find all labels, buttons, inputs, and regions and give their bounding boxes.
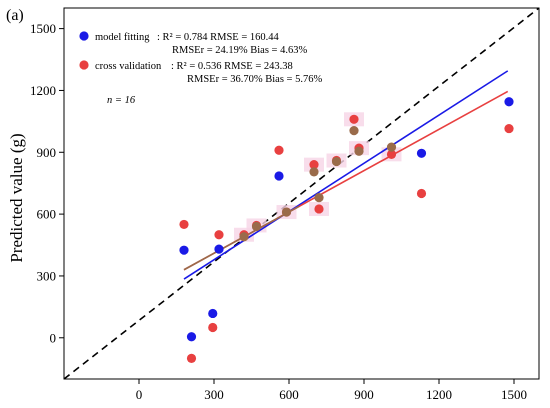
data-point-model bbox=[214, 244, 224, 254]
legend-stats-line1: : R² = 0.536 RMSE = 243.38 bbox=[171, 61, 293, 72]
y-tick-label: 900 bbox=[37, 145, 57, 160]
data-point-overlap bbox=[349, 126, 359, 136]
data-point-model bbox=[274, 171, 284, 181]
legend-stats-line1: : R² = 0.784 RMSE = 160.44 bbox=[157, 32, 280, 43]
x-tick-label: 0 bbox=[136, 387, 143, 402]
data-point-overlap bbox=[251, 221, 262, 232]
data-point-cv bbox=[309, 160, 319, 170]
plot-frame bbox=[63, 7, 540, 380]
data-point-cv bbox=[186, 353, 197, 363]
data-point-cv bbox=[386, 149, 397, 159]
legend-stats-line2: RMSEr = 36.70% Bias = 5.76% bbox=[187, 74, 322, 85]
legend-marker-model bbox=[79, 31, 89, 41]
legend-label-cv: cross validation bbox=[95, 61, 162, 72]
data-point-cv bbox=[179, 219, 189, 230]
data-point-model bbox=[186, 332, 197, 342]
x-tick-label: 900 bbox=[354, 387, 374, 402]
x-tick-label: 300 bbox=[204, 387, 224, 402]
panel-label: (a) bbox=[6, 7, 24, 24]
sample-size-annotation: n = 16 bbox=[107, 95, 136, 106]
y-tick-label: 600 bbox=[37, 207, 57, 222]
legend: model fitting : R² = 0.784 RMSE = 160.44 R… bbox=[79, 31, 322, 106]
legend-stats-line2: RMSEr = 24.19% Bias = 4.63% bbox=[172, 45, 307, 56]
data-point-cv bbox=[504, 123, 514, 134]
data-point-overlap bbox=[239, 232, 249, 242]
data-point-model bbox=[179, 245, 189, 255]
data-point-overlap bbox=[386, 142, 397, 152]
data-point-overlap bbox=[331, 156, 342, 167]
y-tick-label: 1200 bbox=[30, 83, 56, 98]
data-point-overlap bbox=[281, 207, 292, 217]
data-point-cv bbox=[274, 145, 284, 155]
x-tick-label: 1500 bbox=[501, 387, 527, 402]
data-point-overlap bbox=[314, 193, 324, 203]
y-tick-label: 1500 bbox=[30, 21, 56, 36]
data-point-model bbox=[504, 97, 514, 107]
x-tick-label: 1200 bbox=[426, 387, 452, 402]
y-axis-title: Predicted value (g) bbox=[7, 133, 26, 262]
y-tick-label: 0 bbox=[50, 330, 57, 345]
data-point-overlap bbox=[309, 167, 319, 177]
legend-marker-cv bbox=[79, 60, 89, 70]
y-tick-label: 300 bbox=[37, 268, 57, 283]
fit-line-model bbox=[183, 70, 509, 280]
data-point-cv bbox=[349, 114, 359, 124]
data-point-cv bbox=[214, 230, 224, 240]
x-tick-label: 600 bbox=[279, 387, 299, 402]
legend-label-model: model fitting bbox=[95, 32, 150, 43]
data-point-cv bbox=[314, 204, 324, 214]
data-point-model bbox=[416, 148, 427, 158]
data-point-overlap bbox=[354, 146, 364, 156]
data-point-model bbox=[208, 308, 218, 319]
data-point-cv bbox=[416, 188, 427, 199]
data-point-cv bbox=[208, 322, 218, 333]
reference-line-1to1 bbox=[64, 8, 539, 379]
